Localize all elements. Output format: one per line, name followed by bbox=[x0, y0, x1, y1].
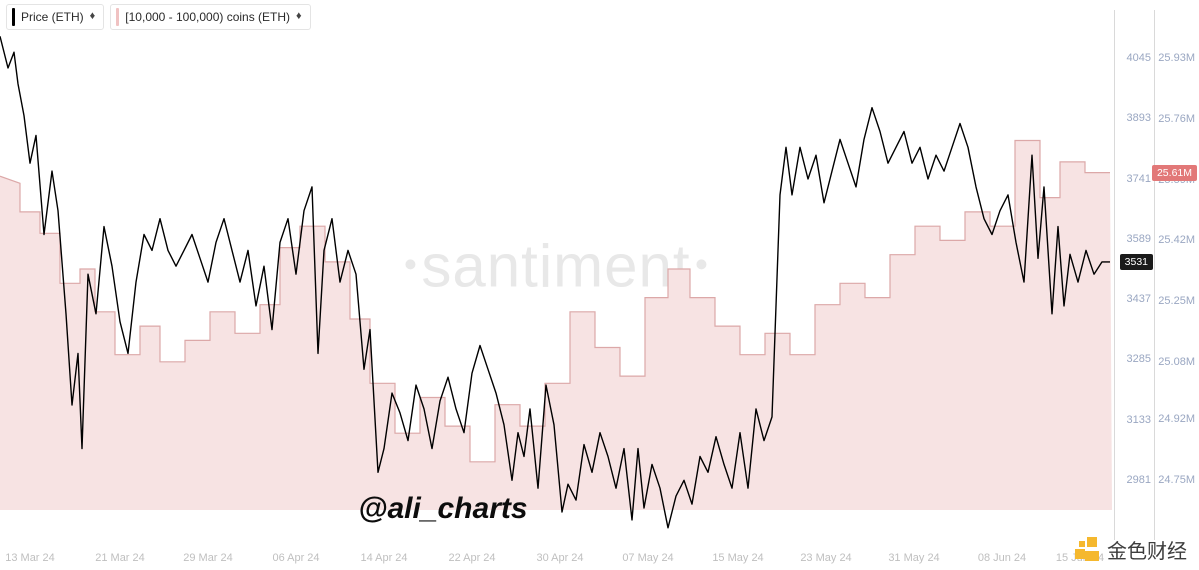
eth-icon: ♦ bbox=[90, 10, 96, 22]
legend-swatch-coins bbox=[116, 8, 119, 26]
y-tick-price: 2981 bbox=[1127, 474, 1151, 486]
y-axis-coins: 25.93M25.76M25.59M25.42M25.25M25.08M24.9… bbox=[1155, 0, 1199, 540]
coins-current-marker: 25.61M bbox=[1152, 165, 1197, 181]
price-current-marker: 3531 bbox=[1120, 254, 1153, 270]
x-tick-label: 31 May 24 bbox=[888, 552, 939, 564]
legend-label: Price (ETH) bbox=[21, 10, 84, 24]
y-tick-coins: 25.08M bbox=[1158, 356, 1195, 368]
y-tick-coins: 25.76M bbox=[1158, 113, 1195, 125]
y-tick-price: 4045 bbox=[1127, 52, 1151, 64]
x-tick-label: 07 May 24 bbox=[622, 552, 673, 564]
x-tick-label: 13 Mar 24 bbox=[5, 552, 55, 564]
x-tick-label: 15 May 24 bbox=[712, 552, 763, 564]
y-tick-coins: 25.25M bbox=[1158, 295, 1195, 307]
eth-icon: ♦ bbox=[296, 10, 302, 22]
x-tick-label: 21 Mar 24 bbox=[95, 552, 145, 564]
brand-logo-icon bbox=[1075, 537, 1101, 563]
plot-area: santiment bbox=[0, 0, 1112, 540]
coins-area bbox=[0, 141, 1112, 511]
author-handle: @ali_charts bbox=[358, 492, 527, 526]
y-tick-price: 3133 bbox=[1127, 414, 1151, 426]
x-tick-label: 29 Mar 24 bbox=[183, 552, 233, 564]
x-tick-label: 30 Apr 24 bbox=[536, 552, 583, 564]
x-axis: 13 Mar 24 21 Mar 24 29 Mar 24 06 Apr 24 14 A… bbox=[0, 544, 1112, 570]
x-tick-label: 14 Apr 24 bbox=[360, 552, 407, 564]
x-tick-label: 23 May 24 bbox=[800, 552, 851, 564]
x-tick-label: 08 Jun 24 bbox=[978, 552, 1026, 564]
y-tick-coins: 25.42M bbox=[1158, 234, 1195, 246]
y-tick-price: 3589 bbox=[1127, 233, 1151, 245]
x-tick-label: 06 Apr 24 bbox=[272, 552, 319, 564]
legend-label: [10,000 - 100,000) coins (ETH) bbox=[125, 10, 290, 24]
legend-item-price[interactable]: Price (ETH) ♦ bbox=[6, 4, 104, 30]
legend-swatch-price bbox=[12, 8, 15, 26]
chart-container: Price (ETH) ♦ [10,000 - 100,000) coins (… bbox=[0, 0, 1199, 570]
brand-text: 金色财经 bbox=[1107, 535, 1187, 564]
x-tick-label: 22 Apr 24 bbox=[448, 552, 495, 564]
y-tick-coins: 24.75M bbox=[1158, 474, 1195, 486]
y-tick-price: 3437 bbox=[1127, 293, 1151, 305]
chart-svg bbox=[0, 0, 1112, 540]
y-tick-price: 3285 bbox=[1127, 353, 1151, 365]
y-axis-price: 4045 3893 3741 3589 3437 3285 3133 2981 3531 bbox=[1115, 0, 1155, 540]
y-tick-coins: 24.92M bbox=[1158, 413, 1195, 425]
legend: Price (ETH) ♦ [10,000 - 100,000) coins (… bbox=[6, 4, 311, 30]
brand-badge: 金色财经 bbox=[1075, 535, 1187, 564]
legend-item-coins[interactable]: [10,000 - 100,000) coins (ETH) ♦ bbox=[110, 4, 310, 30]
y-tick-price: 3893 bbox=[1127, 112, 1151, 124]
y-tick-price: 3741 bbox=[1127, 173, 1151, 185]
y-tick-coins: 25.93M bbox=[1158, 52, 1195, 64]
